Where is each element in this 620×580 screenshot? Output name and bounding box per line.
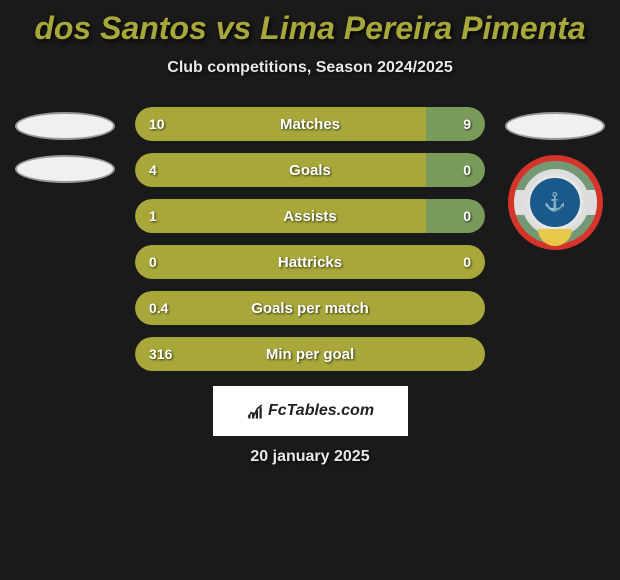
anchor-icon: ⚓ [544,192,566,213]
stat-value-left: 10 [149,116,165,132]
club-logo-placeholder [15,155,115,183]
stat-row: 1 Assists 0 [135,199,485,233]
club-badge: ⚓ [508,155,603,250]
branding-text: FcTables.com [268,402,374,420]
stat-value-right: 0 [463,162,471,178]
stat-bar-right [426,199,486,233]
player-photo-placeholder [505,112,605,140]
stat-value-left: 316 [149,346,172,362]
stat-value-right: 9 [463,116,471,132]
branding-box[interactable]: FcTables.com [213,386,408,436]
stat-value-right: 0 [463,254,471,270]
comparison-title: dos Santos vs Lima Pereira Pimenta [0,10,620,47]
stat-row: 0.4 Goals per match [135,291,485,325]
stats-area: 10 Matches 9 4 Goals 0 1 Assists 0 0 Hattricks 0 0.4… [0,107,620,371]
stat-bar-right [426,107,486,141]
stat-value-right: 0 [463,208,471,224]
stat-label: Min per goal [266,346,354,363]
stat-value-left: 0.4 [149,300,168,316]
right-player-col: ⚓ [500,107,610,250]
left-player-col [10,107,120,183]
stat-bar-left [135,199,426,233]
chart-icon [246,402,264,420]
stat-label: Hattricks [278,254,342,271]
stat-value-left: 1 [149,208,157,224]
stat-row: 0 Hattricks 0 [135,245,485,279]
stat-bar-right [426,153,486,187]
stat-value-left: 0 [149,254,157,270]
stat-label: Assists [283,208,336,225]
stat-row: 10 Matches 9 [135,107,485,141]
stat-value-left: 4 [149,162,157,178]
stat-bar-left [135,153,426,187]
comparison-subtitle: Club competitions, Season 2024/2025 [0,59,620,77]
player-photo-placeholder [15,112,115,140]
comparison-date: 20 january 2025 [0,448,620,466]
stat-bars: 10 Matches 9 4 Goals 0 1 Assists 0 0 Hattricks 0 0.4… [135,107,485,371]
stat-label: Goals [289,162,331,179]
stat-label: Goals per match [251,300,369,317]
stat-row: 316 Min per goal [135,337,485,371]
stat-row: 4 Goals 0 [135,153,485,187]
stat-label: Matches [280,116,340,133]
